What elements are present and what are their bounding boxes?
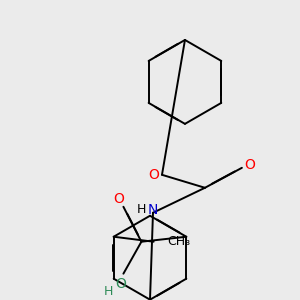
Text: O: O [115,277,126,291]
Text: O: O [148,168,159,182]
Text: CH₃: CH₃ [168,235,191,248]
Text: O: O [244,158,255,172]
Text: O: O [113,192,124,206]
Text: H: H [104,285,113,298]
Text: N: N [148,203,158,217]
Text: H: H [136,203,146,216]
